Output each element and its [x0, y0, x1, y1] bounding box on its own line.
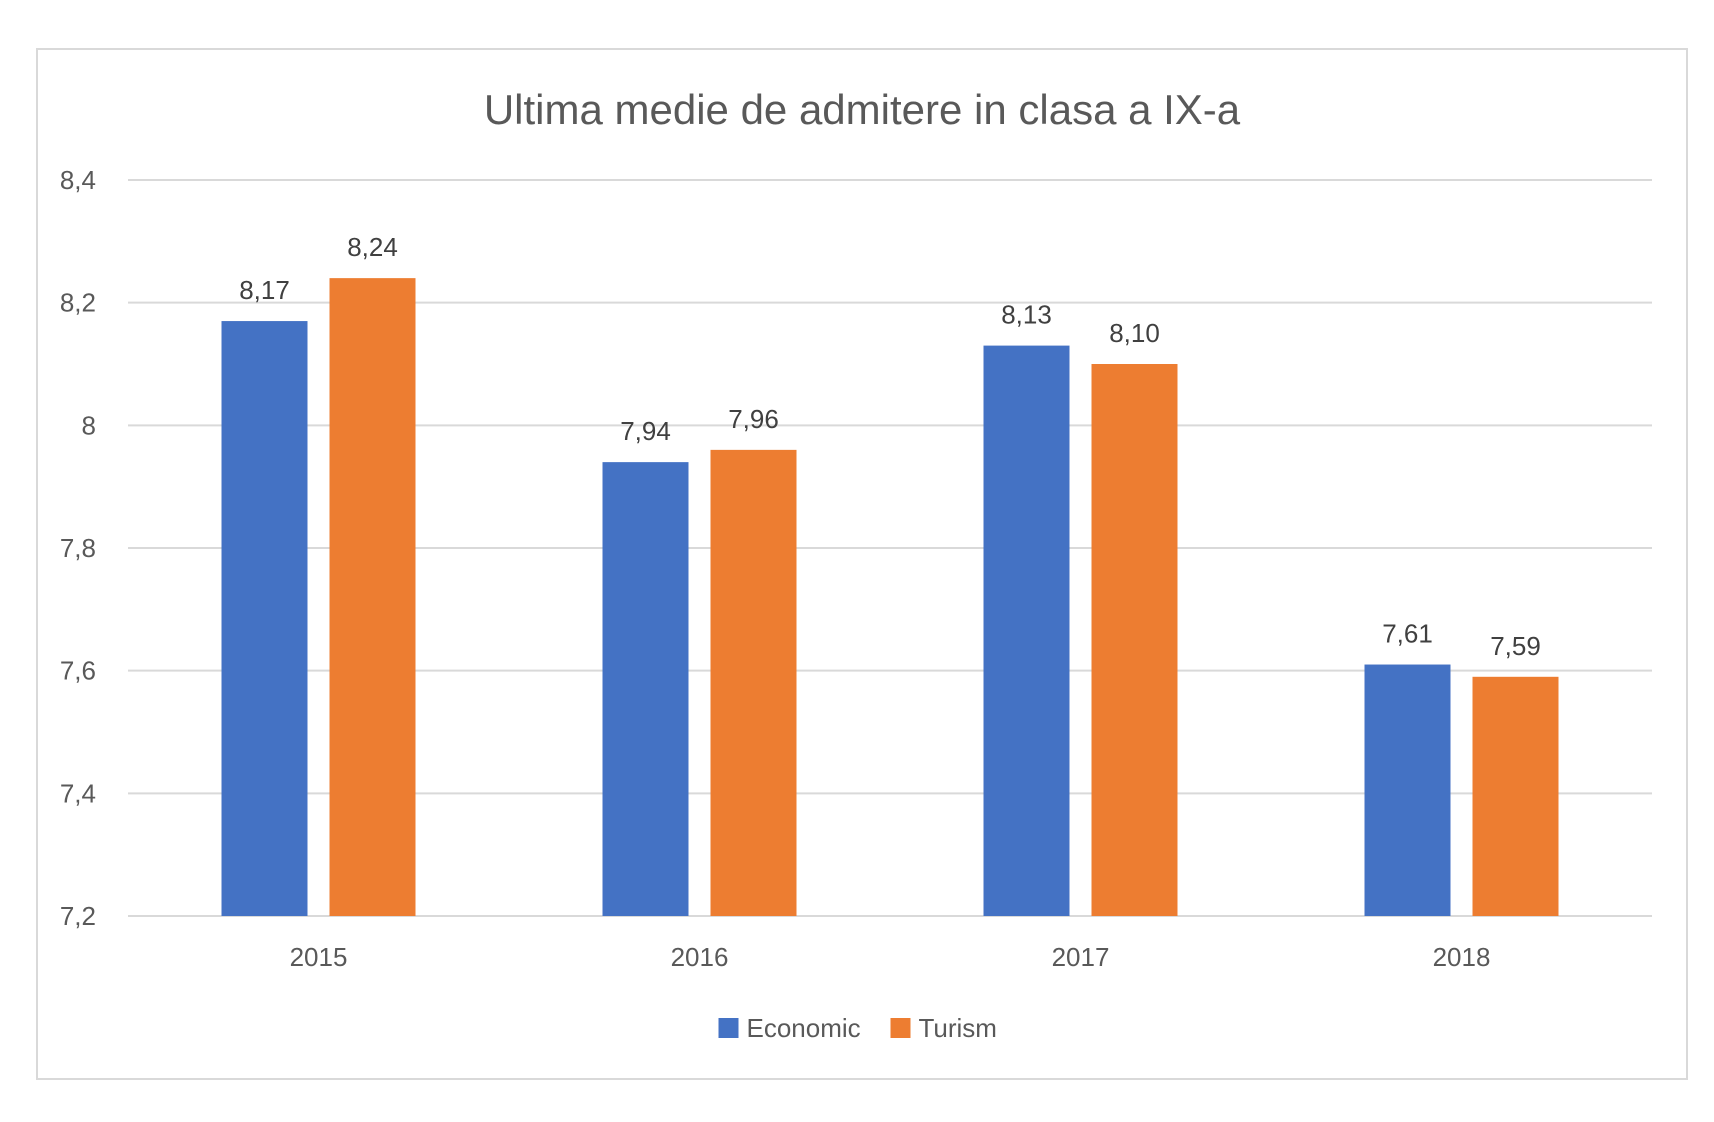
data-label: 7,59 — [1490, 631, 1541, 661]
bar-economic-2018 — [1364, 664, 1451, 916]
y-tick-label: 7,6 — [60, 656, 96, 686]
x-tick-label: 2016 — [671, 942, 729, 972]
legend-swatch-economic — [718, 1018, 739, 1038]
bar-turism-2016 — [710, 449, 797, 916]
data-label: 8,10 — [1109, 318, 1160, 348]
bar-turism-2017 — [1091, 364, 1178, 916]
y-axis-tick-labels: 7,2 7,4 7,6 7,8 8 8,2 8,4 — [60, 165, 96, 931]
legend-label-economic: Economic — [747, 1013, 861, 1043]
chart-title: Ultima medie de admitere in clasa a IX-a — [484, 86, 1241, 133]
legend: Economic Turism — [718, 1013, 997, 1043]
bar-economic-2015 — [221, 321, 308, 917]
legend-label-turism: Turism — [919, 1013, 997, 1043]
data-label: 7,61 — [1382, 619, 1433, 649]
x-tick-label: 2018 — [1433, 942, 1491, 972]
y-tick-label: 7,8 — [60, 533, 96, 563]
data-label: 8,17 — [239, 275, 290, 305]
y-tick-label: 8,2 — [60, 288, 96, 318]
x-axis-tick-labels: 2015 2016 2017 2018 — [290, 942, 1491, 972]
bar-turism-2015 — [329, 278, 416, 917]
legend-swatch-turism — [890, 1018, 911, 1038]
x-tick-label: 2015 — [290, 942, 348, 972]
x-tick-label: 2017 — [1052, 942, 1110, 972]
y-tick-label: 8 — [82, 410, 96, 440]
bar-economic-2017 — [983, 345, 1070, 917]
y-tick-label: 8,4 — [60, 165, 96, 195]
bars — [221, 278, 1559, 917]
bar-turism-2018 — [1472, 676, 1559, 916]
data-labels: 8,17 8,24 7,94 7,96 8,13 8,10 7,61 7,59 — [239, 232, 1541, 661]
data-label: 8,24 — [347, 232, 398, 262]
y-tick-label: 7,2 — [60, 901, 96, 931]
bar-economic-2016 — [602, 462, 689, 916]
data-label: 8,13 — [1001, 300, 1052, 330]
data-label: 7,96 — [728, 404, 779, 434]
y-tick-label: 7,4 — [60, 778, 96, 808]
data-label: 7,94 — [620, 416, 671, 446]
